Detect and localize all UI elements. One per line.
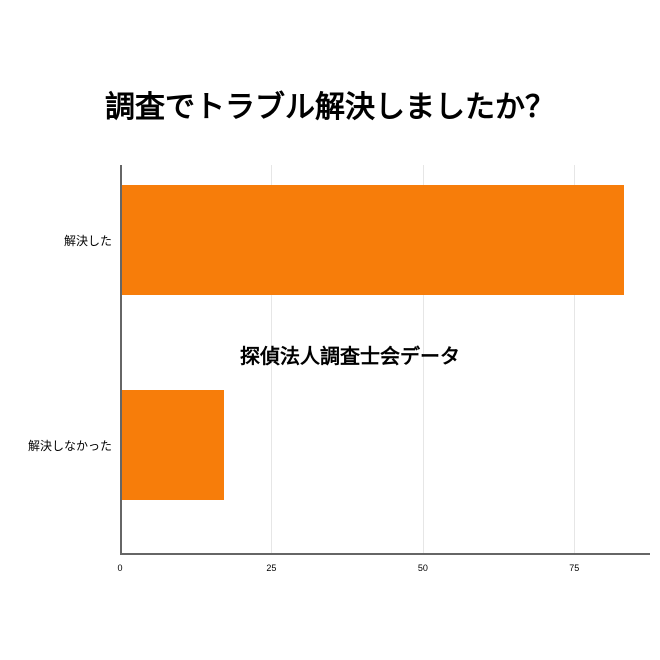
y-category-label: 解決しなかった xyxy=(28,437,112,454)
bar xyxy=(121,185,624,295)
x-tick-label: 25 xyxy=(266,563,276,573)
bar xyxy=(121,390,224,500)
chart-subtitle: 探偵法人調査士会データ xyxy=(200,340,500,369)
x-tick-label: 50 xyxy=(418,563,428,573)
chart-container: 調査でトラブル解決しましたか？ 0 25 50 75 探偵法人調査士会データ 解決した… xyxy=(0,0,660,660)
x-tick-label: 0 xyxy=(117,563,122,573)
x-tick-label: 75 xyxy=(569,563,579,573)
x-axis xyxy=(120,553,650,555)
chart-title: 調査でトラブル解決しましたか？ xyxy=(0,82,660,126)
y-axis xyxy=(120,165,122,555)
y-category-label: 解決した xyxy=(64,232,112,249)
